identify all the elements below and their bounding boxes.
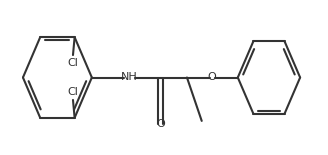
Text: O: O — [207, 73, 216, 82]
Text: O: O — [156, 119, 165, 129]
Text: Cl: Cl — [68, 87, 78, 97]
Text: NH: NH — [121, 73, 138, 82]
Text: Cl: Cl — [68, 58, 78, 68]
